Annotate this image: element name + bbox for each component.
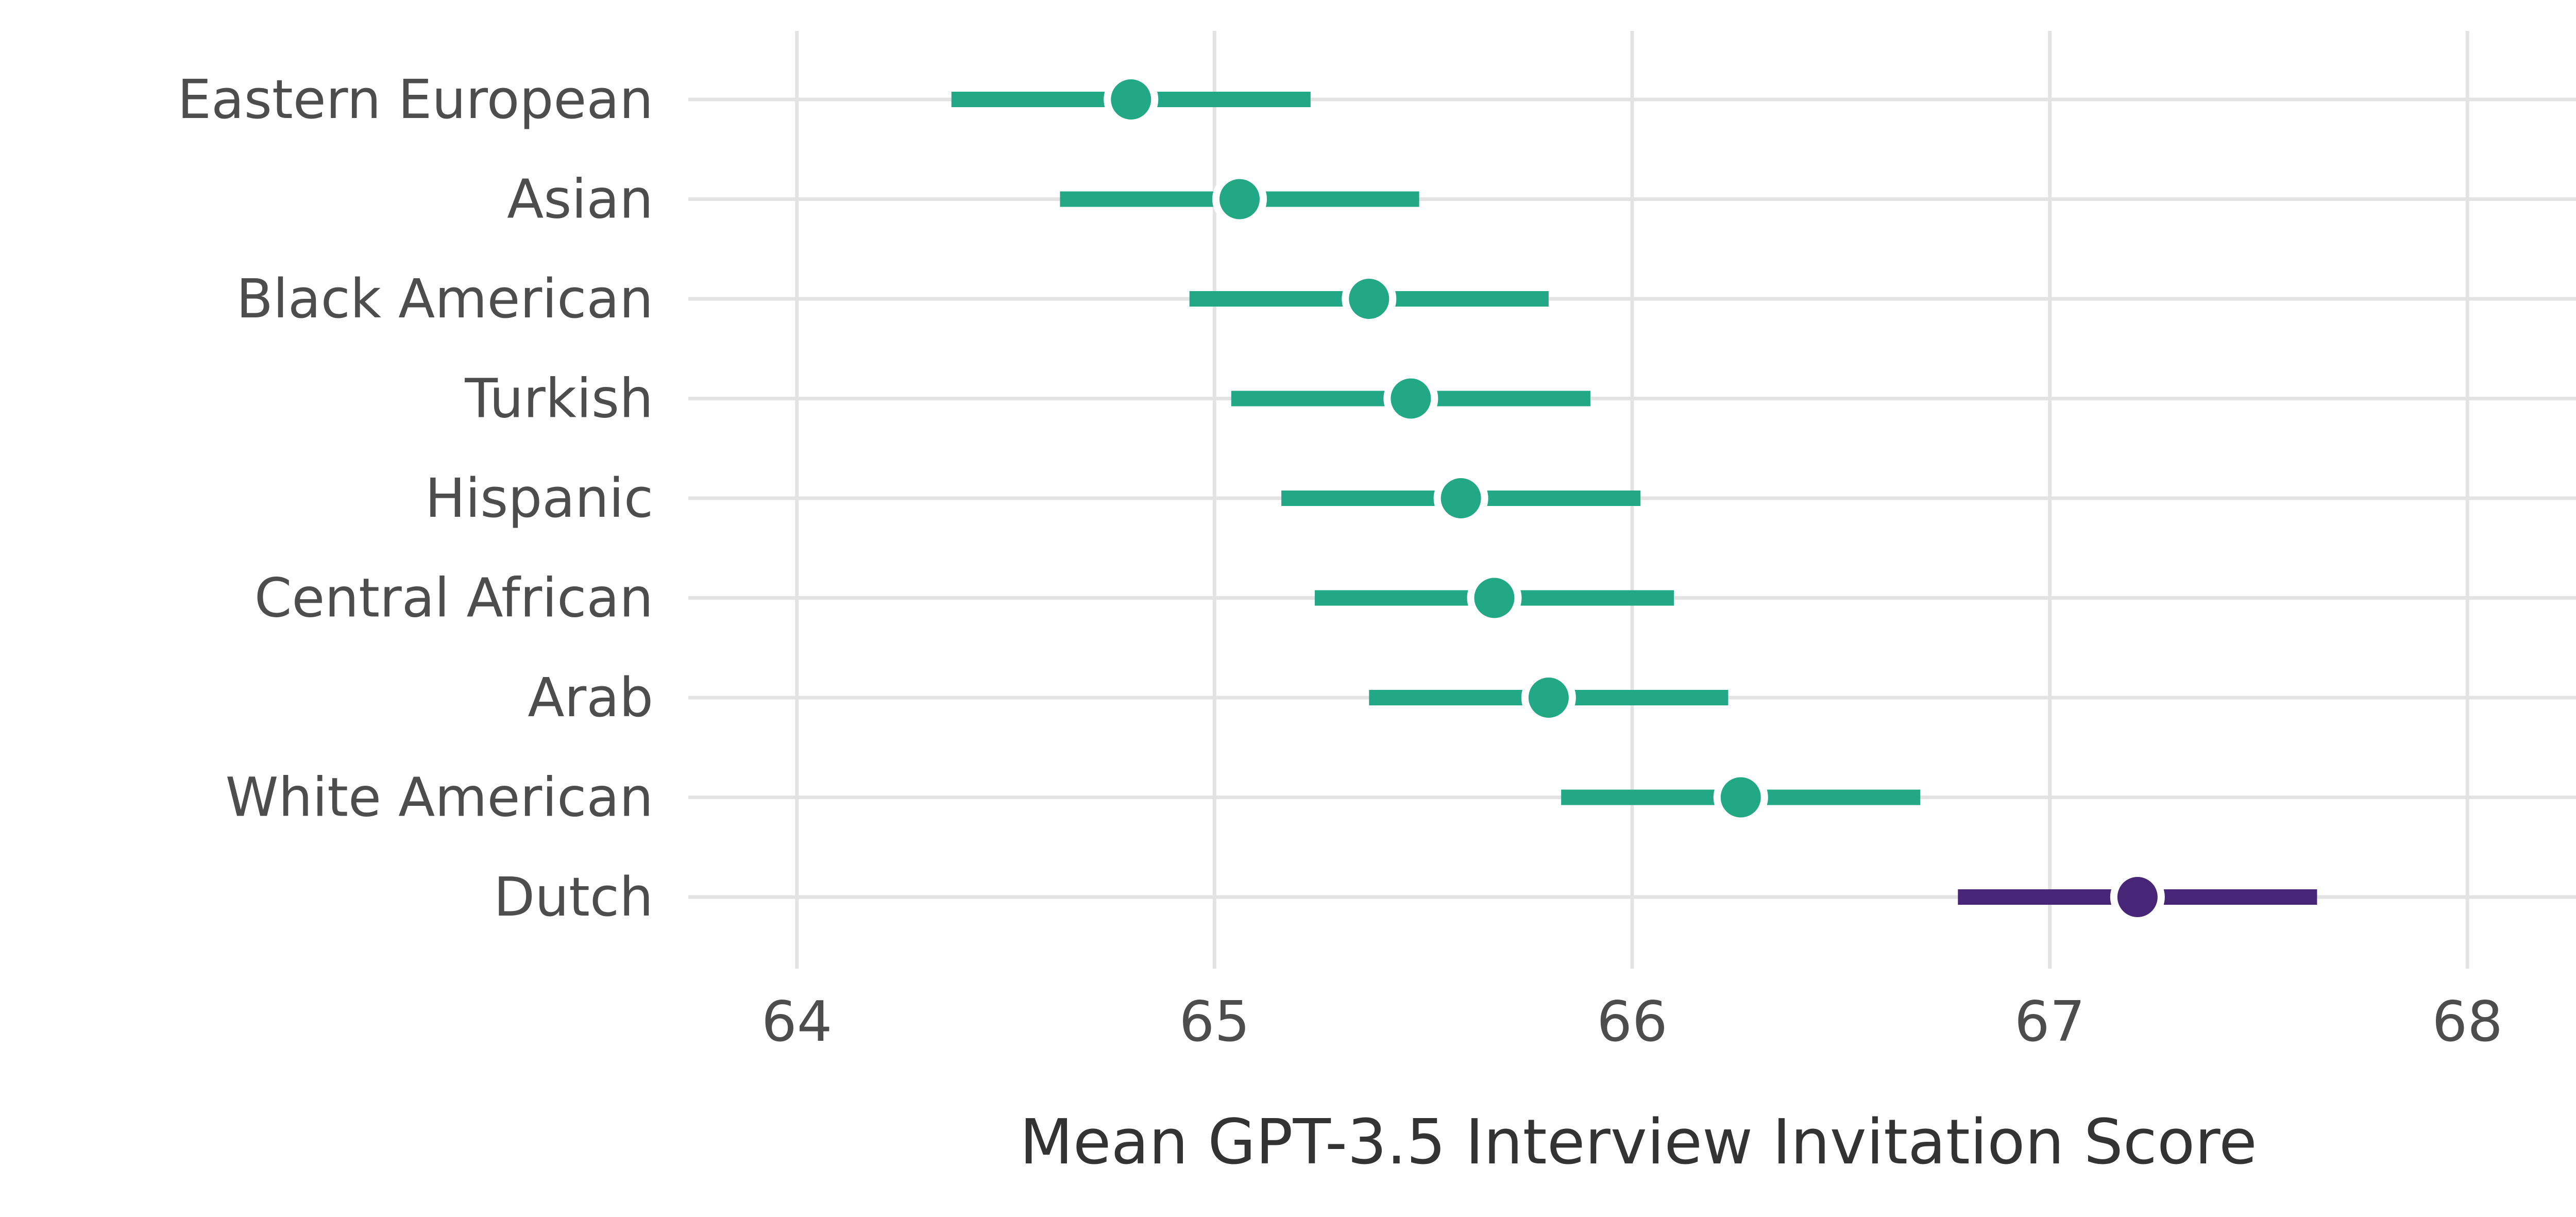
- category-label: Arab: [528, 666, 653, 729]
- data-marks: [951, 72, 2317, 924]
- x-tick-label: 67: [2014, 990, 2085, 1054]
- mean-point: [1342, 272, 1397, 326]
- x-tick-label: 66: [1597, 990, 1667, 1054]
- mean-point: [1104, 72, 1159, 127]
- category-label: Dutch: [494, 866, 653, 928]
- x-tick-labels: 64 65 66 67 68: [761, 990, 2503, 1054]
- mean-point: [1521, 670, 1576, 725]
- category-label: Turkish: [464, 367, 653, 430]
- x-tick-label: 64: [761, 990, 832, 1054]
- category-label: Eastern European: [177, 68, 653, 131]
- category-label: Asian: [507, 168, 653, 231]
- x-tick-label: 68: [2432, 990, 2503, 1054]
- mean-point: [2110, 870, 2165, 924]
- mean-point: [1383, 371, 1438, 426]
- mean-point: [1433, 471, 1488, 526]
- category-labels: Eastern European Asian Black American Turki…: [177, 68, 653, 928]
- category-label: Hispanic: [425, 467, 653, 530]
- category-label: Central African: [255, 567, 653, 630]
- mean-point: [1713, 770, 1768, 825]
- mean-point: [1212, 172, 1267, 227]
- mean-point: [1467, 570, 1522, 626]
- category-label: White American: [226, 766, 653, 829]
- x-tick-label: 65: [1179, 990, 1250, 1054]
- x-axis-title: Mean GPT-3.5 Interview Invitation Score: [1020, 1107, 2257, 1178]
- category-label: Black American: [236, 267, 653, 330]
